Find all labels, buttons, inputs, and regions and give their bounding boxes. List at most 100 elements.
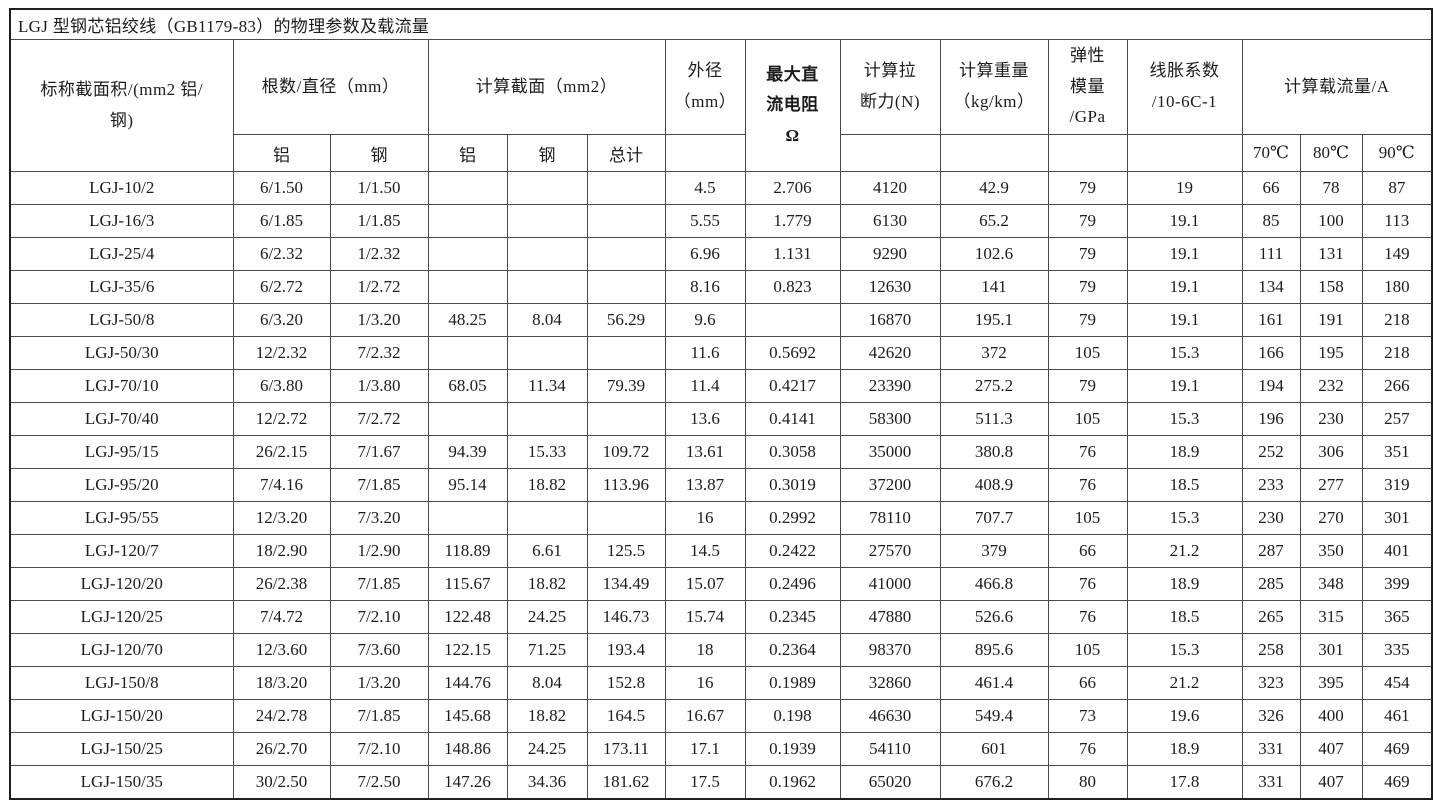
cell-section-steel: 8.04 (506, 666, 588, 700)
cell-strands-steel: 1/1.50 (329, 171, 429, 205)
cell-dc-resistance: 0.198 (744, 699, 841, 733)
cell-section-total: 113.96 (586, 468, 666, 502)
cell-elastic-modulus: 105 (1047, 336, 1128, 370)
cell-ampacity-90c: 180 (1361, 270, 1433, 304)
table-row: LGJ-150/8 18/3.20 1/3.20 144.76 8.04 152.8 16 0… (9, 666, 1433, 700)
cell-ampacity-90c: 365 (1361, 600, 1433, 634)
cell-model: LGJ-35/6 (9, 270, 234, 304)
cell-outer-diameter: 13.6 (664, 402, 746, 436)
cell-ampacity-80c: 131 (1299, 237, 1363, 271)
cell-weight: 408.9 (939, 468, 1049, 502)
cell-section-steel (506, 336, 588, 370)
cell-ampacity-80c: 100 (1299, 204, 1363, 238)
cell-strands-al: 12/3.20 (232, 501, 331, 535)
table-row: LGJ-25/4 6/2.32 1/2.32 6.96 1.131 9290 102.6 79… (9, 237, 1433, 271)
cell-elastic-modulus: 66 (1047, 666, 1128, 700)
cell-breaking-force: 58300 (839, 402, 941, 436)
cell-outer-diameter: 8.16 (664, 270, 746, 304)
cell-elastic-modulus: 79 (1047, 171, 1128, 205)
cell-section-total (586, 402, 666, 436)
table-row: LGJ-150/25 26/2.70 7/2.10 148.86 24.25 173.11… (9, 732, 1433, 766)
cell-model: LGJ-95/20 (9, 468, 234, 502)
table-row: LGJ-150/20 24/2.78 7/1.85 145.68 18.82 164.5 1… (9, 699, 1433, 733)
cell-strands-steel: 7/3.60 (329, 633, 429, 667)
cell-outer-diameter: 14.5 (664, 534, 746, 568)
subheader-empty-outer-diameter (664, 134, 746, 172)
cell-outer-diameter: 16 (664, 501, 746, 535)
table-row: LGJ-70/40 12/2.72 7/2.72 13.6 0.4141 58300 511… (9, 402, 1433, 436)
header-calc-section: 计算截面（mm2） (427, 39, 666, 135)
cell-ampacity-80c: 191 (1299, 303, 1363, 337)
cell-expansion-coeff: 19.1 (1126, 303, 1243, 337)
cell-elastic-modulus: 73 (1047, 699, 1128, 733)
cell-strands-steel: 7/1.85 (329, 699, 429, 733)
cell-model: LGJ-120/25 (9, 600, 234, 634)
cell-ampacity-80c: 407 (1299, 732, 1363, 766)
cell-section-al: 122.15 (427, 633, 508, 667)
cell-ampacity-80c: 78 (1299, 171, 1363, 205)
cell-outer-diameter: 15.07 (664, 567, 746, 601)
table-row: LGJ-70/10 6/3.80 1/3.80 68.05 11.34 79.39 11.4… (9, 369, 1433, 403)
cell-ampacity-80c: 270 (1299, 501, 1363, 535)
header-max-dc-resistance: 最大直 流电阻 Ω (744, 39, 841, 172)
cell-breaking-force: 35000 (839, 435, 941, 469)
cell-section-total: 173.11 (586, 732, 666, 766)
cell-dc-resistance: 0.2345 (744, 600, 841, 634)
cell-breaking-force: 46630 (839, 699, 941, 733)
document-sheet: LGJ 型钢芯铝绞线（GB1179-83）的物理参数及载流量 标称截面积/(mm… (9, 8, 1434, 800)
cell-section-steel: 71.25 (506, 633, 588, 667)
cell-dc-resistance: 0.2364 (744, 633, 841, 667)
header-row-secondary: 铝 钢 铝 钢 总计 70℃ 80℃ 90℃ (10, 134, 1433, 172)
cell-expansion-coeff: 19 (1126, 171, 1243, 205)
cell-section-al (427, 204, 508, 238)
cell-elastic-modulus: 105 (1047, 402, 1128, 436)
cell-outer-diameter: 13.87 (664, 468, 746, 502)
cell-ampacity-80c: 195 (1299, 336, 1363, 370)
table-row: LGJ-16/3 6/1.85 1/1.85 5.55 1.779 6130 65.2 79 1… (9, 204, 1433, 238)
cell-section-total: 134.49 (586, 567, 666, 601)
cell-dc-resistance: 0.2992 (744, 501, 841, 535)
cell-ampacity-90c: 469 (1361, 732, 1433, 766)
cell-dc-resistance: 0.2422 (744, 534, 841, 568)
cell-section-al: 118.89 (427, 534, 508, 568)
cell-strands-steel: 1/1.85 (329, 204, 429, 238)
cell-strands-al: 6/3.20 (232, 303, 331, 337)
cell-expansion-coeff: 17.8 (1126, 765, 1243, 800)
table-row: LGJ-120/70 12/3.60 7/3.60 122.15 71.25 193.4 1… (9, 633, 1433, 667)
title-row: LGJ 型钢芯铝绞线（GB1179-83）的物理参数及载流量 (9, 8, 1433, 40)
cell-ampacity-70c: 331 (1241, 765, 1301, 800)
cell-ampacity-70c: 285 (1241, 567, 1301, 601)
cell-strands-al: 26/2.70 (232, 732, 331, 766)
cell-section-al: 122.48 (427, 600, 508, 634)
cell-weight: 195.1 (939, 303, 1049, 337)
cell-section-steel: 18.82 (506, 468, 588, 502)
cell-strands-steel: 1/3.20 (329, 666, 429, 700)
cell-strands-steel: 7/2.10 (329, 732, 429, 766)
cell-outer-diameter: 18 (664, 633, 746, 667)
table-title: LGJ 型钢芯铝绞线（GB1179-83）的物理参数及载流量 (9, 8, 1433, 40)
cell-section-total (586, 237, 666, 271)
cell-strands-al: 6/1.85 (232, 204, 331, 238)
subheader-empty-breaking-force (839, 134, 941, 172)
cell-ampacity-70c: 233 (1241, 468, 1301, 502)
table-row: LGJ-120/25 7/4.72 7/2.10 122.48 24.25 146.73 1… (9, 600, 1433, 634)
header-elastic-modulus: 弹性 模量 /GPa (1047, 39, 1128, 135)
subheader-temp-90c: 90℃ (1361, 134, 1433, 172)
cell-section-al (427, 501, 508, 535)
cell-breaking-force: 54110 (839, 732, 941, 766)
cell-expansion-coeff: 19.1 (1126, 369, 1243, 403)
cell-strands-al: 26/2.38 (232, 567, 331, 601)
cell-model: LGJ-95/55 (9, 501, 234, 535)
cell-outer-diameter: 17.1 (664, 732, 746, 766)
cell-section-steel (506, 171, 588, 205)
cell-ampacity-70c: 331 (1241, 732, 1301, 766)
cell-strands-al: 12/3.60 (232, 633, 331, 667)
table-row: LGJ-50/8 6/3.20 1/3.20 48.25 8.04 56.29 9.6 168… (9, 303, 1433, 337)
cell-elastic-modulus: 105 (1047, 633, 1128, 667)
cell-ampacity-90c: 113 (1361, 204, 1433, 238)
cell-section-steel (506, 501, 588, 535)
cell-weight: 466.8 (939, 567, 1049, 601)
cell-section-total: 193.4 (586, 633, 666, 667)
cell-outer-diameter: 15.74 (664, 600, 746, 634)
cell-breaking-force: 9290 (839, 237, 941, 271)
